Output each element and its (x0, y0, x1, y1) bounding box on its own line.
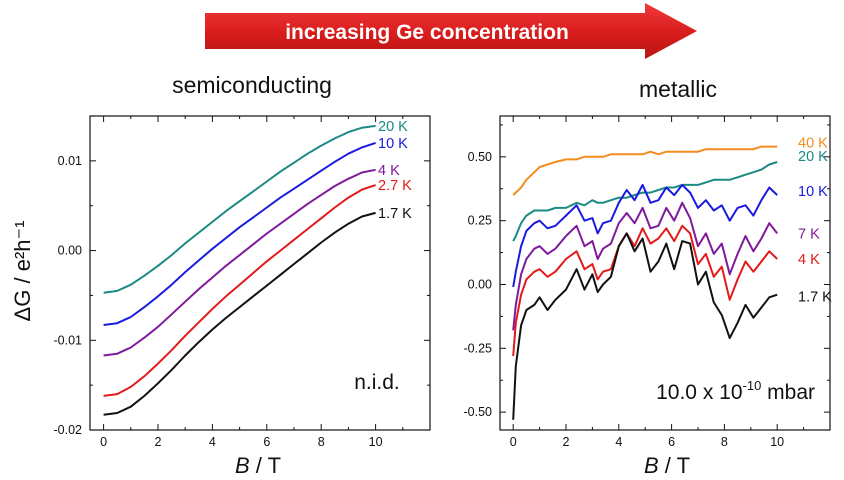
y-tick-label: -0.02 (54, 423, 83, 437)
left-x-axis-unit: / T (250, 453, 281, 478)
left-plot-frame (89, 115, 431, 431)
series-label: 4 K (378, 163, 400, 179)
series-label: 10 K (798, 184, 828, 200)
y-tick-label: 0.00 (58, 244, 82, 258)
series-line (512, 201, 778, 331)
series-line (512, 161, 778, 242)
right-annotation-main: 10.0 x 10 (656, 381, 742, 404)
left-series-labels: 20 K10 K 4 K2.7 K 1.7 K (378, 119, 412, 222)
series-line (512, 183, 778, 288)
right-chart-panel: 0 2 4 6 8 10 -0.50 -0.25 0.00 0.25 0.50 40 K20 K 10… (464, 115, 832, 478)
series-label: 2.7 K (378, 178, 412, 194)
x-tick-label: 0 (510, 435, 517, 449)
series-label: 40 K (798, 136, 828, 152)
y-tick-label: 0.01 (58, 154, 82, 168)
series-line (103, 141, 376, 326)
series-label: 1.7 K (378, 206, 412, 222)
left-y-axis-label: ΔG / e²h⁻¹ (10, 221, 35, 322)
series-label: 1.7 K (798, 290, 832, 306)
banner-arrow (205, 3, 697, 59)
x-tick-label: 6 (668, 435, 675, 449)
right-plot-frame (499, 115, 831, 431)
left-x-axis-var: B (235, 453, 250, 478)
panel-left-title: semiconducting (172, 72, 332, 98)
series-label: 4 K (798, 252, 820, 268)
x-tick-label: 8 (721, 435, 728, 449)
left-chart-panel: 0 2 4 6 8 10 -0.02 -0.01 0.00 0.01 20 K10 K 4 K2.7… (10, 115, 431, 478)
x-tick-label: 8 (318, 435, 325, 449)
series-label: 7 K (798, 226, 820, 242)
series-line (103, 124, 376, 294)
y-tick-label: -0.25 (464, 341, 493, 355)
y-tick-label: 0.50 (468, 150, 492, 164)
y-tick-label: -0.50 (464, 405, 493, 419)
left-axis-ticks: 0 2 4 6 8 10 -0.02 -0.01 0.00 0.01 (54, 116, 430, 449)
right-x-axis-unit: / T (659, 453, 690, 478)
banner-text: increasing Ge concentration (285, 21, 569, 44)
series-line (103, 168, 376, 357)
left-annotation: n.i.d. (354, 371, 400, 394)
right-series-labels: 40 K20 K 10 K 7 K 4 K 1.7 K (798, 136, 832, 306)
right-series-lines (512, 145, 778, 420)
series-line (103, 211, 376, 416)
series-line (512, 224, 778, 357)
x-tick-label: 2 (563, 435, 570, 449)
x-tick-label: 6 (263, 435, 270, 449)
series-label: 20 K (798, 149, 828, 165)
x-tick-label: 10 (770, 435, 784, 449)
x-tick-label: 4 (209, 435, 216, 449)
right-annotation-unit: mbar (761, 381, 815, 404)
right-annotation-exp: -10 (743, 378, 762, 393)
x-tick-label: 0 (100, 435, 107, 449)
right-x-axis-var: B (644, 453, 659, 478)
x-tick-label: 4 (615, 435, 622, 449)
left-series-lines (103, 124, 376, 416)
y-tick-label: 0.00 (468, 277, 492, 291)
series-label: 10 K (378, 136, 408, 152)
right-x-axis-label: B / T (644, 453, 690, 478)
left-x-axis-label: B / T (235, 453, 281, 478)
series-line (512, 232, 778, 420)
x-tick-label: 2 (155, 435, 162, 449)
concentration-banner: increasing Ge concentration (205, 3, 697, 59)
series-line (512, 145, 778, 196)
y-tick-label: 0.25 (468, 214, 492, 228)
right-annotation: 10.0 x 10-10 mbar (656, 378, 815, 404)
y-tick-label: -0.01 (54, 333, 83, 347)
right-axis-ticks: 0 2 4 6 8 10 -0.50 -0.25 0.00 0.25 0.50 (464, 116, 830, 449)
series-line (103, 184, 376, 397)
panel-right-title: metallic (639, 76, 717, 102)
x-tick-label: 10 (369, 435, 383, 449)
series-label: 20 K (378, 119, 408, 135)
